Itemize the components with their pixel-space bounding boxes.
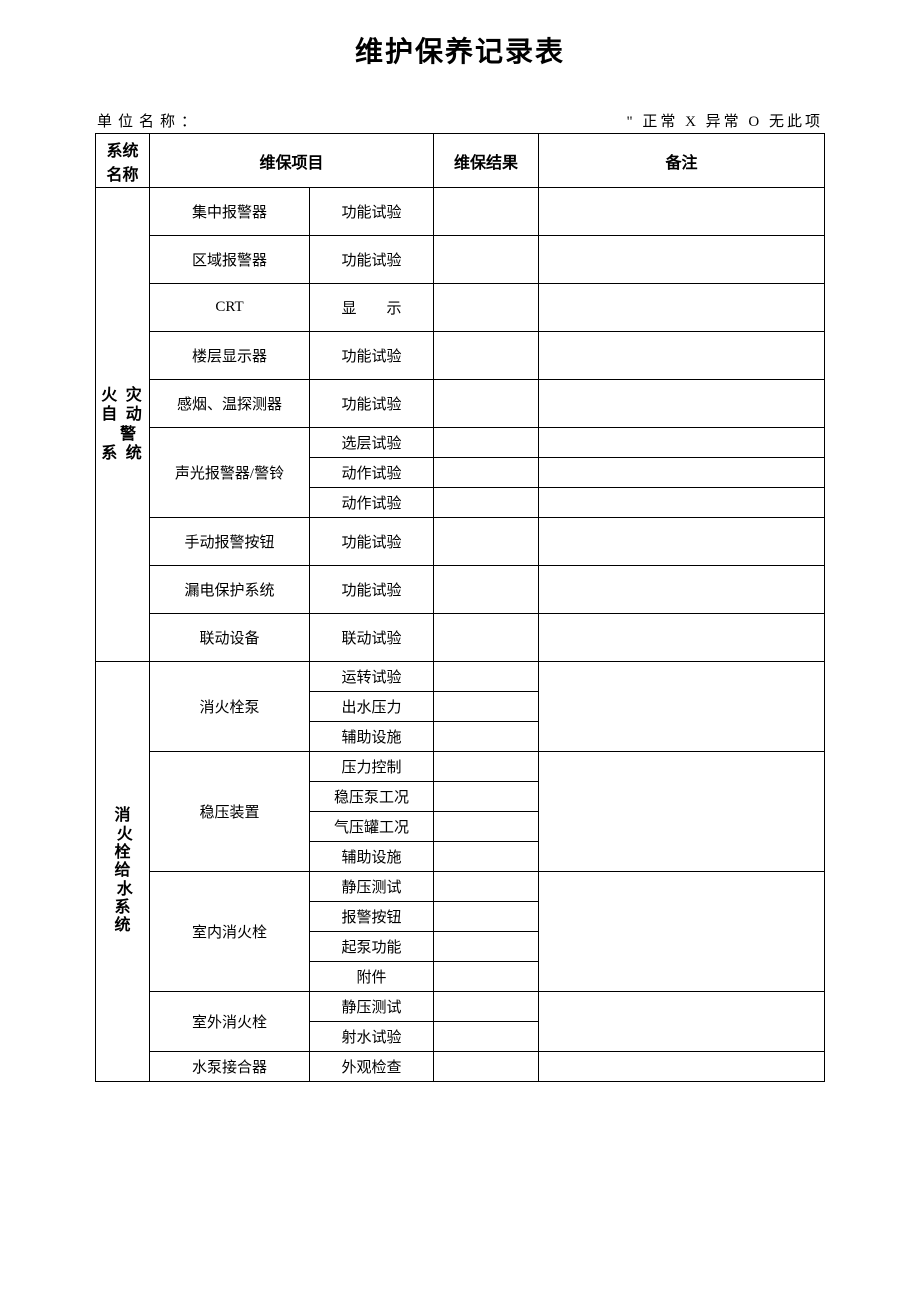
table-cell: CRT [150, 284, 310, 332]
th-item: 维保项目 [150, 134, 434, 188]
table-cell [539, 488, 825, 518]
section1-name: 火 灾自 动 警系 统 [96, 188, 150, 662]
table-cell [434, 458, 539, 488]
table-cell: 功能试验 [310, 380, 434, 428]
table-cell [539, 518, 825, 566]
table-cell [434, 1022, 539, 1052]
table-cell [539, 188, 825, 236]
table-cell: 选层试验 [310, 428, 434, 458]
table-cell: 动作试验 [310, 488, 434, 518]
table-cell [539, 992, 825, 1052]
table-cell [539, 614, 825, 662]
table-cell [434, 692, 539, 722]
th-result: 维保结果 [434, 134, 539, 188]
table-cell [434, 722, 539, 752]
table-cell: 压力控制 [310, 752, 434, 782]
table-cell [434, 236, 539, 284]
maintenance-table: 系统名称 维保项目 维保结果 备注 火 灾自 动 警系 统 集中报警器 功能试验… [95, 133, 825, 1082]
table-cell [539, 332, 825, 380]
table-cell [434, 842, 539, 872]
table-cell: 附件 [310, 962, 434, 992]
table-cell: 漏电保护系统 [150, 566, 310, 614]
table-cell [539, 284, 825, 332]
table-cell: 起泵功能 [310, 932, 434, 962]
table-cell: 动作试验 [310, 458, 434, 488]
table-cell [539, 872, 825, 992]
table-cell: 辅助设施 [310, 842, 434, 872]
table-cell: 出水压力 [310, 692, 434, 722]
table-cell [434, 872, 539, 902]
table-cell: 室内消火栓 [150, 872, 310, 992]
table-cell: 室外消火栓 [150, 992, 310, 1052]
table-cell: 手动报警按钮 [150, 518, 310, 566]
table-cell: 射水试验 [310, 1022, 434, 1052]
table-cell: 水泵接合器 [150, 1052, 310, 1082]
table-cell [434, 812, 539, 842]
table-cell [434, 932, 539, 962]
table-cell [434, 782, 539, 812]
table-cell [539, 236, 825, 284]
table-cell: 区域报警器 [150, 236, 310, 284]
table-cell: 功能试验 [310, 188, 434, 236]
table-cell: 感烟、温探测器 [150, 380, 310, 428]
table-cell [434, 488, 539, 518]
table-cell [434, 992, 539, 1022]
table-cell: 静压测试 [310, 992, 434, 1022]
table-cell [434, 284, 539, 332]
table-cell: 联动设备 [150, 614, 310, 662]
table-cell [434, 380, 539, 428]
table-cell [539, 458, 825, 488]
table-cell [434, 662, 539, 692]
th-remark: 备注 [539, 134, 825, 188]
table-cell: 外观检查 [310, 1052, 434, 1082]
table-cell [539, 566, 825, 614]
table-cell: 稳压泵工况 [310, 782, 434, 812]
table-cell: 功能试验 [310, 332, 434, 380]
page-title: 维护保养记录表 [95, 30, 825, 70]
table-cell: 静压测试 [310, 872, 434, 902]
table-cell [434, 566, 539, 614]
table-cell: 功能试验 [310, 518, 434, 566]
table-cell: 楼层显示器 [150, 332, 310, 380]
table-cell [434, 752, 539, 782]
table-cell [539, 1052, 825, 1082]
header-row: 单位名称： " 正常 X 异常 O 无此项 [95, 110, 825, 131]
table-cell [539, 752, 825, 872]
legend: " 正常 X 异常 O 无此项 [626, 110, 823, 131]
table-cell [434, 1052, 539, 1082]
table-cell [539, 428, 825, 458]
table-cell [539, 380, 825, 428]
table-cell: 稳压装置 [150, 752, 310, 872]
table-cell: 气压罐工况 [310, 812, 434, 842]
table-cell: 运转试验 [310, 662, 434, 692]
table-cell: 声光报警器/警铃 [150, 428, 310, 518]
table-cell: 消火栓泵 [150, 662, 310, 752]
table-cell: 报警按钮 [310, 902, 434, 932]
table-cell [434, 332, 539, 380]
section2-name: 消 火栓给 水系统 [96, 662, 150, 1082]
table-cell [434, 962, 539, 992]
table-cell: 显 示 [310, 284, 434, 332]
table-cell [434, 518, 539, 566]
table-cell [434, 614, 539, 662]
table-cell: 集中报警器 [150, 188, 310, 236]
table-cell [434, 902, 539, 932]
table-cell: 功能试验 [310, 236, 434, 284]
table-cell [434, 188, 539, 236]
table-cell [539, 662, 825, 752]
table-cell: 功能试验 [310, 566, 434, 614]
table-cell: 辅助设施 [310, 722, 434, 752]
th-system: 系统名称 [96, 134, 150, 188]
org-label: 单位名称： [97, 110, 202, 131]
table-cell [434, 428, 539, 458]
table-cell: 联动试验 [310, 614, 434, 662]
